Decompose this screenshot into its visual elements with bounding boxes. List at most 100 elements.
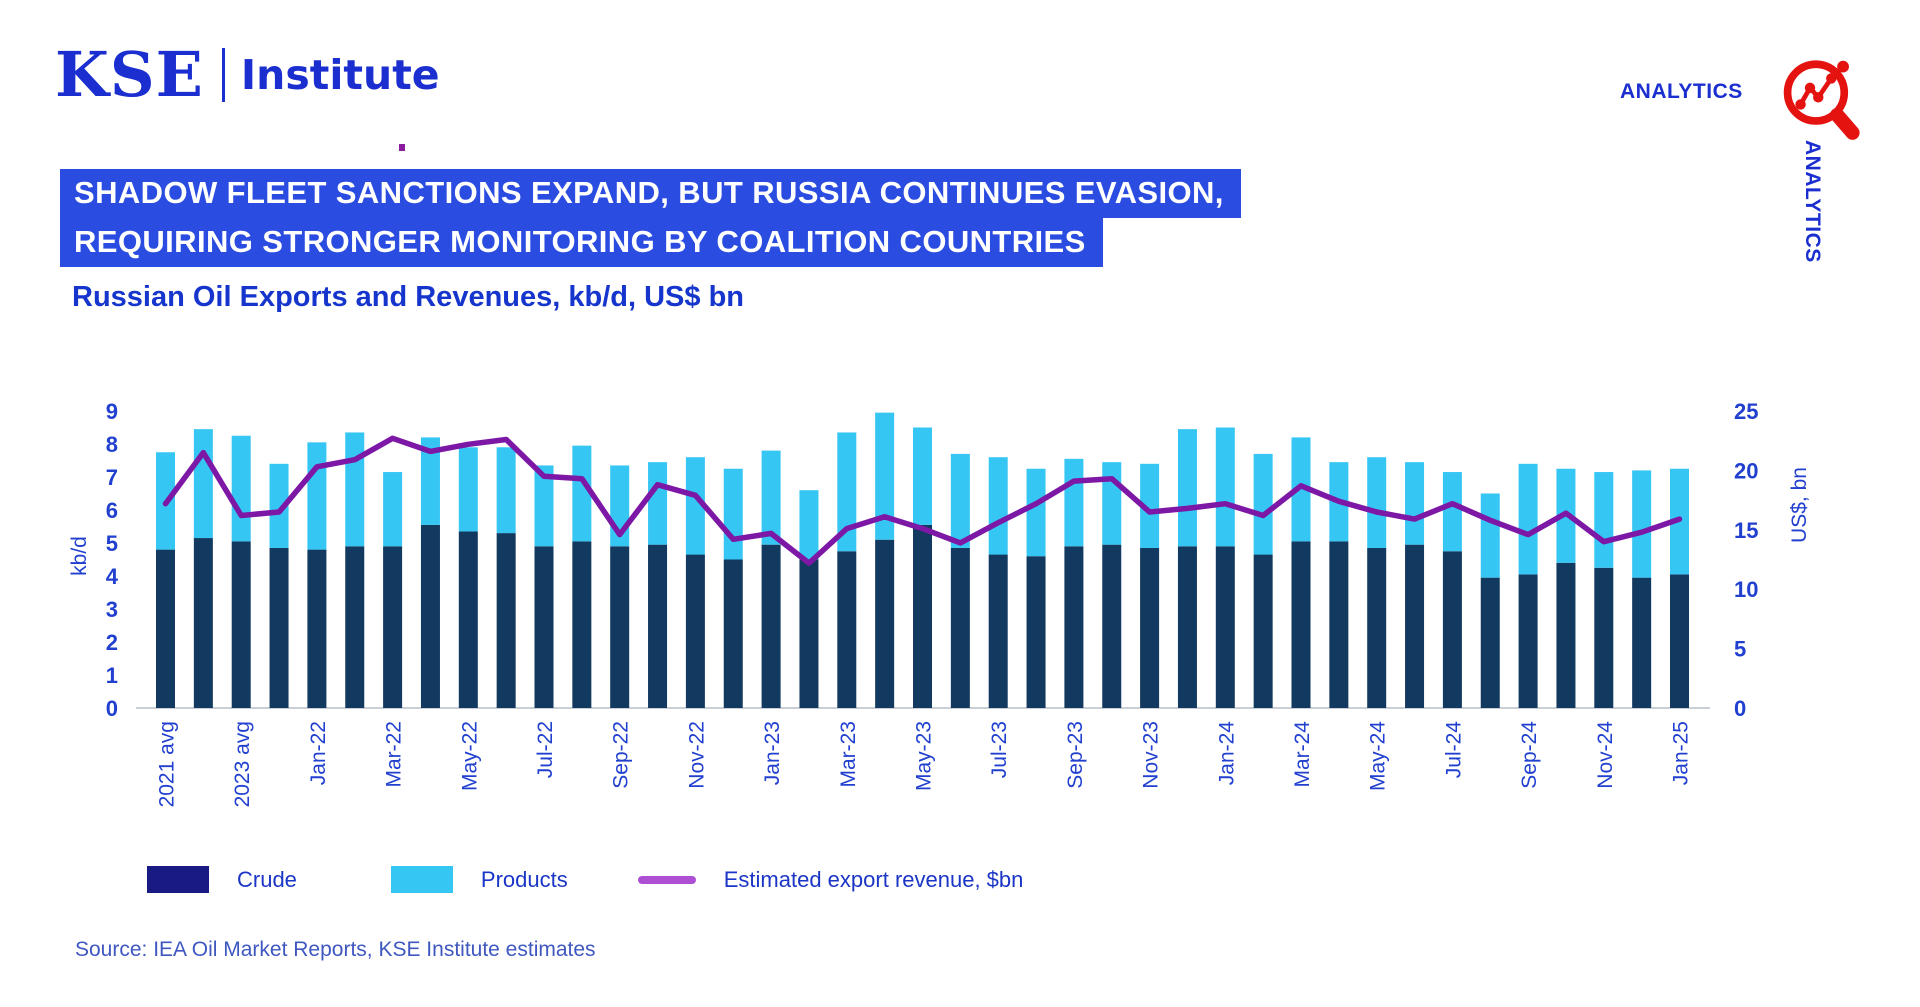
products-bar xyxy=(837,432,857,552)
crude-bar xyxy=(1594,567,1614,708)
legend-swatch xyxy=(147,866,209,893)
products-bar xyxy=(269,463,289,548)
legend-label: Products xyxy=(480,866,568,892)
svg-text:Sep-22: Sep-22 xyxy=(610,721,633,789)
svg-text:8: 8 xyxy=(106,432,118,457)
products-bar xyxy=(1177,429,1197,547)
products-bar xyxy=(307,442,327,550)
products-bar xyxy=(1367,457,1387,548)
crude-bar xyxy=(572,541,592,708)
logo-purple-dot xyxy=(399,144,405,151)
legend-swatch xyxy=(637,875,696,884)
svg-text:Mar-22: Mar-22 xyxy=(383,721,406,788)
y-axis-right-ticks: 0 5 10 15 20 25 xyxy=(1734,399,1758,721)
crude-bar xyxy=(383,546,403,708)
svg-text:2: 2 xyxy=(106,630,118,655)
svg-text:Jan-22: Jan-22 xyxy=(307,721,330,785)
svg-text:Jan-24: Jan-24 xyxy=(1215,721,1238,786)
products-bar xyxy=(345,432,365,547)
products-bar xyxy=(723,468,743,560)
crude-bar xyxy=(610,546,630,708)
source-note: Source: IEA Oil Market Reports, KSE Inst… xyxy=(75,938,596,961)
products-bar xyxy=(1253,453,1273,555)
products-bar xyxy=(1518,463,1538,575)
products-bar xyxy=(193,429,213,539)
crude-bar xyxy=(950,547,970,708)
crude-bar xyxy=(988,554,1008,708)
legend-item-crude: Crude xyxy=(147,866,297,893)
products-bar xyxy=(1140,463,1160,548)
svg-text:Nov-24: Nov-24 xyxy=(1594,721,1617,789)
svg-text:Mar-24: Mar-24 xyxy=(1291,721,1314,788)
svg-text:25: 25 xyxy=(1734,399,1758,424)
products-bar xyxy=(1442,472,1462,552)
crude-bar xyxy=(156,549,175,708)
kse-logo: KSE Institute xyxy=(55,44,440,106)
crude-bar xyxy=(307,549,327,708)
crude-bar xyxy=(420,524,440,708)
products-bar xyxy=(572,445,592,542)
y-axis-left-ticks: 0 1 2 3 4 5 6 7 8 9 xyxy=(106,399,119,721)
crude-bar xyxy=(837,551,857,708)
svg-text:10: 10 xyxy=(1734,577,1758,602)
x-axis-tick-labels: 2021 avg 2023 avg Jan-22 Mar-22 May-22 Jul-22… xyxy=(156,721,1693,808)
crude-bar xyxy=(1102,544,1122,708)
crude-bar xyxy=(685,554,705,708)
svg-text:0: 0 xyxy=(1734,696,1746,721)
legend-label: Crude xyxy=(237,866,297,892)
svg-text:Mar-23: Mar-23 xyxy=(837,721,860,788)
crude-bar xyxy=(1291,541,1311,708)
products-bar xyxy=(420,437,440,525)
legend-label: Estimated export revenue, $bn xyxy=(723,866,1024,892)
svg-text:Nov-22: Nov-22 xyxy=(685,721,708,789)
crude-bar xyxy=(1329,541,1349,708)
products-bar xyxy=(1291,437,1311,542)
products-bar xyxy=(231,435,251,542)
crude-bar xyxy=(1215,546,1235,708)
products-bar xyxy=(1594,472,1614,568)
products-bar xyxy=(1632,470,1652,578)
crude-bar xyxy=(1177,546,1197,708)
crude-bar xyxy=(875,539,895,708)
y-axis-left-title: kb/d xyxy=(68,536,91,576)
crude-bar xyxy=(1480,577,1500,708)
chart-legend: Crude Products Estimated export revenue, $… xyxy=(147,866,1023,893)
crude-bar xyxy=(534,546,554,708)
products-bar xyxy=(1405,462,1425,545)
revenue-line xyxy=(162,435,1683,566)
crude-bar xyxy=(1670,574,1689,708)
svg-text:May-23: May-23 xyxy=(913,721,936,791)
y-axis-right-title: US$, bn xyxy=(1788,467,1811,543)
crude-bar xyxy=(1253,554,1273,708)
crude-bar xyxy=(458,531,478,708)
chart-title: Russian Oil Exports and Revenues, kb/d, … xyxy=(72,281,744,313)
crude-bar xyxy=(231,541,251,708)
crude-bar xyxy=(269,547,289,708)
products-bar xyxy=(988,457,1008,555)
svg-text:5: 5 xyxy=(106,531,118,556)
crude-bar xyxy=(1632,577,1652,708)
products-bar xyxy=(1064,458,1084,547)
products-bar xyxy=(799,490,819,560)
legend-swatch xyxy=(390,866,453,893)
svg-text:Jul-22: Jul-22 xyxy=(534,721,557,778)
svg-text:9: 9 xyxy=(106,399,118,424)
products-bar xyxy=(761,450,781,545)
svg-text:Sep-24: Sep-24 xyxy=(1518,721,1541,789)
svg-text:20: 20 xyxy=(1734,458,1758,483)
products-bar xyxy=(950,453,970,548)
crude-bar xyxy=(799,559,819,708)
analytics-label-horizontal: ANALYTICS xyxy=(1620,80,1743,103)
products-bar xyxy=(1480,493,1500,578)
bars-group xyxy=(156,412,1689,708)
crude-bar xyxy=(193,538,213,708)
crude-bar xyxy=(1367,547,1387,708)
products-bar xyxy=(913,427,932,525)
crude-bar xyxy=(1442,551,1462,708)
svg-text:Jan-25: Jan-25 xyxy=(1670,721,1693,785)
crude-bar xyxy=(723,559,743,708)
svg-text:2023 avg: 2023 avg xyxy=(231,721,254,807)
kse-logo-text: KSE xyxy=(55,38,204,111)
svg-text:6: 6 xyxy=(106,498,118,523)
products-bar xyxy=(383,472,403,547)
